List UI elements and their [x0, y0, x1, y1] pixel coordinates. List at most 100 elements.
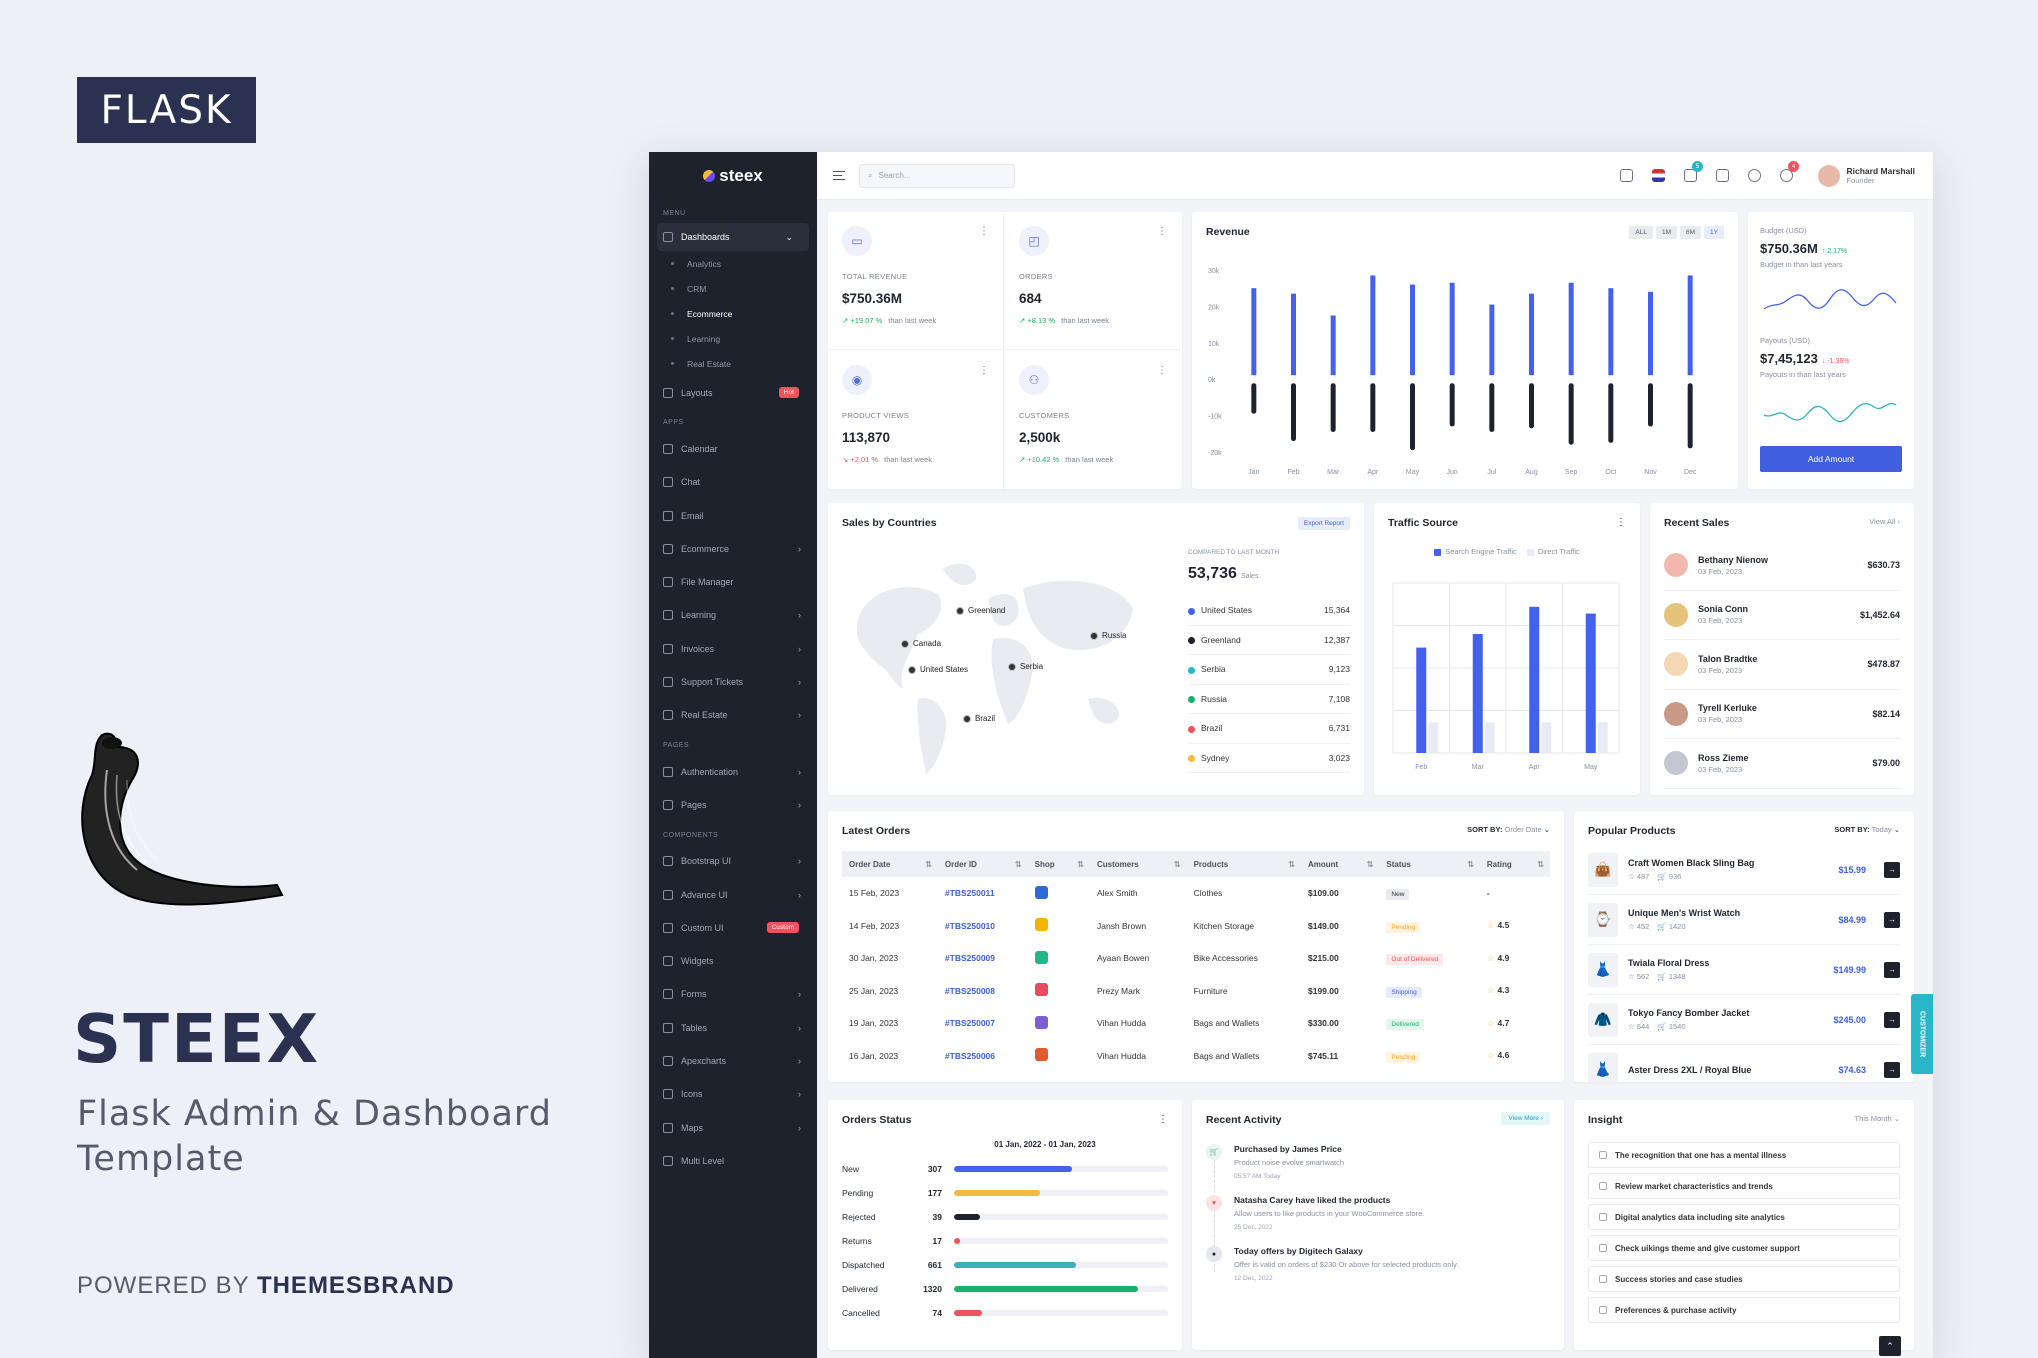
insight-item[interactable]: Check uikings theme and give customer su… — [1588, 1235, 1900, 1261]
apps-grid-icon[interactable] — [1620, 169, 1633, 182]
sidebar-item-file-manager[interactable]: File Manager — [649, 565, 817, 598]
checkbox-icon[interactable] — [1599, 1275, 1607, 1283]
column-header-shop[interactable]: Shop ⇅ — [1027, 851, 1090, 877]
product-row[interactable]: 👜 Craft Women Black Sling Bag ☆ 487 🛒 936 $… — [1588, 845, 1900, 895]
map-marker-serbia[interactable]: Serbia — [1008, 662, 1043, 671]
activity-item[interactable]: ● Today offers by Digitech Galaxy Offer is… — [1206, 1246, 1550, 1282]
column-header-rating[interactable]: Rating ⇅ — [1479, 851, 1550, 877]
map-marker-brazil[interactable]: Brazil — [963, 714, 995, 723]
legend-item[interactable]: Search Engine Traffic — [1434, 547, 1517, 556]
arrow-right-icon[interactable]: → — [1884, 1011, 1900, 1028]
sidebar-item-calendar[interactable]: Calendar — [649, 432, 817, 465]
products-sort[interactable]: SORT BY: Today ⌄ — [1834, 825, 1900, 834]
add-amount-button[interactable]: Add Amount — [1760, 446, 1902, 472]
column-header-amount[interactable]: Amount ⇅ — [1301, 851, 1380, 877]
theme-toggle-icon[interactable] — [1748, 169, 1761, 182]
checkbox-icon[interactable] — [1599, 1306, 1607, 1314]
range-button-1y[interactable]: 1Y — [1704, 226, 1724, 239]
column-header-order-date[interactable]: Order Date ⇅ — [842, 851, 938, 877]
sidebar-item-chat[interactable]: Chat — [649, 466, 817, 499]
sidebar-item-email[interactable]: Email — [649, 499, 817, 532]
column-header-status[interactable]: Status ⇅ — [1379, 851, 1480, 877]
checkbox-icon[interactable] — [1599, 1182, 1607, 1190]
sidebar-item-forms[interactable]: Forms › — [649, 978, 817, 1011]
range-button-all[interactable]: ALL — [1629, 226, 1653, 239]
sale-row[interactable]: Sonia Conn 03 Feb, 2023 $1,452.64 — [1664, 591, 1900, 640]
more-icon[interactable]: ⋮ — [1616, 517, 1626, 528]
view-more-button[interactable]: View More › — [1501, 1112, 1550, 1125]
customizer-tab[interactable]: CUSTOMIZER — [1911, 994, 1933, 1074]
table-row[interactable]: 16 Jan, 2023 #TBS250006 Vihan Hudda Bags an… — [842, 1040, 1550, 1073]
sidebar-item-real-estate[interactable]: Real Estate › — [649, 699, 817, 732]
product-row[interactable]: ⌚ Unique Men's Wrist Watch ☆ 452 🛒 1420 $84… — [1588, 895, 1900, 945]
sidebar-subitem-real-estate[interactable]: Real Estate — [649, 351, 817, 376]
order-id-link[interactable]: #TBS250010 — [944, 920, 996, 931]
table-row[interactable]: 15 Feb, 2023 #TBS250011 Alex Smith Clothes $… — [842, 877, 1550, 910]
order-id-link[interactable]: #TBS250007 — [944, 1018, 996, 1029]
arrow-right-icon[interactable]: → — [1884, 911, 1900, 928]
more-icon[interactable]: ⋮ — [979, 226, 989, 237]
order-id-link[interactable]: #TBS250008 — [944, 985, 996, 996]
cart-icon[interactable]: 5 — [1684, 161, 1703, 182]
view-all-link[interactable]: View All › — [1869, 517, 1900, 526]
sidebar-item-apexcharts[interactable]: Apexcharts › — [649, 1044, 817, 1077]
more-icon[interactable]: ⋮ — [1157, 365, 1167, 376]
sidebar-item-bootstrap-ui[interactable]: Bootstrap UI › — [649, 845, 817, 878]
sidebar-item-ecommerce[interactable]: Ecommerce › — [649, 532, 817, 565]
activity-item[interactable]: 🛒 Purchased by James Price Product noise e… — [1206, 1144, 1550, 1180]
sale-row[interactable]: Tyrell Kerluke 03 Feb, 2023 $82.14 — [1664, 690, 1900, 739]
insight-item[interactable]: Review market characteristics and trends — [1588, 1173, 1900, 1199]
insight-item[interactable]: Preferences & purchase activity — [1588, 1297, 1900, 1323]
user-menu[interactable]: Richard Marshall Founder — [1817, 164, 1915, 187]
column-header-products[interactable]: Products ⇅ — [1186, 851, 1301, 877]
table-row[interactable]: 19 Jan, 2023 #TBS250007 Vihan Hudda Bags an… — [842, 1007, 1550, 1040]
sidebar-item-widgets[interactable]: Widgets — [649, 944, 817, 977]
sidebar-item-maps[interactable]: Maps › — [649, 1111, 817, 1144]
sidebar-subitem-ecommerce[interactable]: Ecommerce — [649, 301, 817, 326]
sidebar-item-custom-ui[interactable]: Custom UI Custom — [649, 911, 817, 944]
sidebar-item-layouts[interactable]: Layouts Hot — [649, 376, 817, 409]
sidebar-subitem-analytics[interactable]: Analytics — [649, 251, 817, 276]
more-icon[interactable]: ⋮ — [979, 365, 989, 376]
sidebar-item-icons[interactable]: Icons › — [649, 1078, 817, 1111]
column-header-customers[interactable]: Customers ⇅ — [1089, 851, 1187, 877]
sidebar-item-invoices[interactable]: Invoices › — [649, 632, 817, 665]
checkbox-icon[interactable] — [1599, 1213, 1607, 1221]
column-header-order-id[interactable]: Order ID ⇅ — [937, 851, 1028, 877]
sale-row[interactable]: Bethany Nienow 03 Feb, 2023 $630.73 — [1664, 541, 1900, 591]
order-id-link[interactable]: #TBS250009 — [944, 953, 996, 964]
map-marker-greenland[interactable]: Greenland — [956, 606, 1005, 615]
back-to-top-button[interactable]: ⌃ — [1879, 1336, 1901, 1356]
sidebar-subitem-learning[interactable]: Learning — [649, 326, 817, 351]
activity-item[interactable]: ♥ Natasha Carey have liked the products Al… — [1206, 1195, 1550, 1231]
table-row[interactable]: 14 Feb, 2023 #TBS250010 Jansh Brown Kitchen… — [842, 910, 1550, 943]
order-id-link[interactable]: #TBS250011 — [944, 888, 995, 899]
insight-item[interactable]: The recognition that one has a mental il… — [1588, 1142, 1900, 1168]
sidebar-item-multi-level[interactable]: Multi Level — [649, 1144, 817, 1177]
sale-row[interactable]: Talon Bradtke 03 Feb, 2023 $478.87 — [1664, 640, 1900, 690]
legend-item[interactable]: Direct Traffic — [1526, 547, 1580, 556]
more-icon[interactable]: ⋮ — [1158, 1114, 1168, 1125]
range-button-6m[interactable]: 6M — [1680, 226, 1702, 239]
fullscreen-icon[interactable] — [1716, 169, 1729, 182]
table-row[interactable]: 30 Jan, 2023 #TBS250009 Ayaan Bowen Bike Ac… — [842, 942, 1550, 975]
checkbox-icon[interactable] — [1599, 1244, 1607, 1252]
sale-row[interactable]: Ross Zieme 03 Feb, 2023 $79.00 — [1664, 739, 1900, 789]
sidebar-item-tables[interactable]: Tables › — [649, 1011, 817, 1044]
sidebar-item-authentication[interactable]: Authentication › — [649, 755, 817, 788]
search-input[interactable]: ⌕ Search... — [859, 163, 1015, 188]
insight-item[interactable]: Success stories and case studies — [1588, 1266, 1900, 1292]
arrow-right-icon[interactable]: → — [1884, 961, 1900, 978]
order-id-link[interactable]: #TBS250006 — [944, 1050, 996, 1061]
menu-toggle-icon[interactable] — [833, 171, 845, 180]
checkbox-icon[interactable] — [1599, 1151, 1607, 1159]
table-row[interactable]: 25 Jan, 2023 #TBS250008 Prezy Mark Furnitur… — [842, 975, 1550, 1008]
export-report-button[interactable]: Export Report — [1297, 517, 1350, 530]
range-button-1m[interactable]: 1M — [1655, 226, 1678, 239]
sidebar-item-dashboards[interactable]: Dashboards ⌄ — [657, 223, 809, 251]
arrow-right-icon[interactable]: → — [1884, 861, 1900, 878]
app-logo[interactable]: steex — [649, 152, 817, 200]
sidebar-item-pages[interactable]: Pages › — [649, 788, 817, 821]
orders-sort[interactable]: SORT BY: Order Date ⌄ — [1467, 825, 1550, 834]
map-marker-united-states[interactable]: United States — [908, 665, 968, 674]
